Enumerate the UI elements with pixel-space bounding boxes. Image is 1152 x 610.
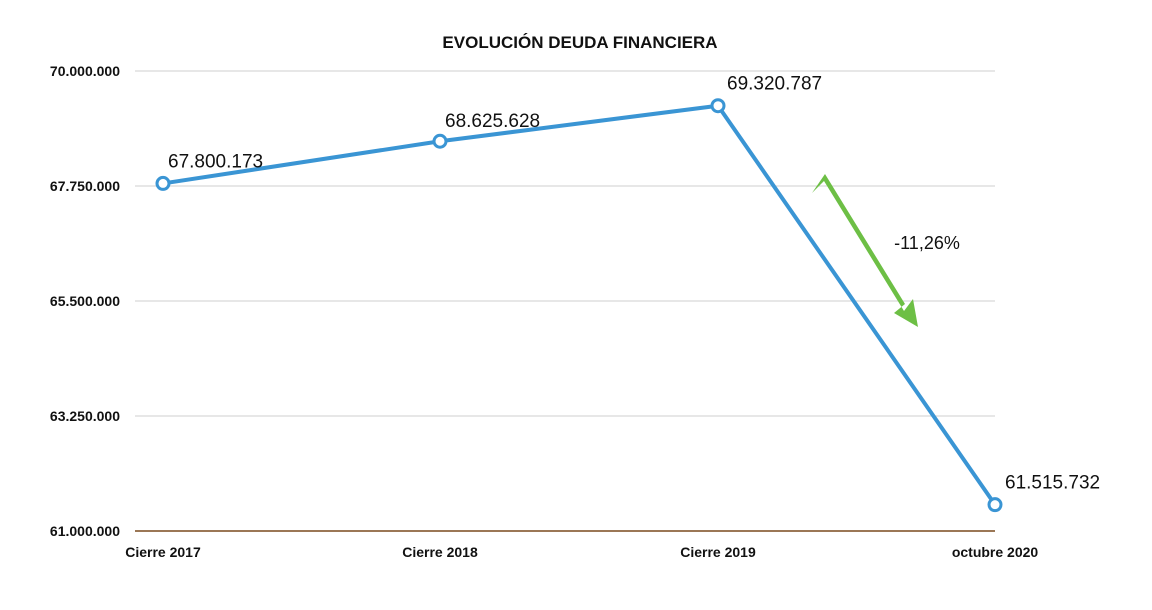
data-label: 69.320.787 [727, 74, 822, 95]
y-tick-label: 70.000.000 [50, 63, 120, 79]
x-axis-tick-labels: Cierre 2017 Cierre 2018 Cierre 2019 octubre… [125, 544, 1038, 560]
chart-title: EVOLUCIÓN DEUDA FINANCIERA [442, 33, 717, 52]
data-labels: 67.800.173 68.625.628 69.320.787 61.515.732 [168, 74, 1100, 494]
series-polyline [161, 103, 997, 507]
data-point-marker [432, 133, 448, 149]
data-point-marker [710, 98, 726, 114]
y-tick-label: 61.000.000 [50, 523, 120, 539]
y-tick-label: 63.250.000 [50, 408, 120, 424]
x-tick-label: Cierre 2018 [402, 544, 478, 560]
y-tick-label: 67.750.000 [50, 178, 120, 194]
series-line [155, 98, 1003, 513]
grid-lines [135, 70, 995, 532]
data-point-marker [987, 497, 1003, 513]
percent-change-annotation: -11,26% [894, 233, 960, 253]
y-axis-tick-labels: 61.000.000 63.250.000 65.500.000 67.750.000… [50, 63, 120, 539]
x-tick-label: Cierre 2019 [680, 544, 756, 560]
y-tick-label: 65.500.000 [50, 293, 120, 309]
annotation-group: -11,26% [812, 174, 960, 327]
data-point-marker [155, 175, 171, 191]
data-label: 67.800.173 [168, 151, 263, 172]
data-label: 68.625.628 [445, 111, 540, 132]
x-tick-label: Cierre 2017 [125, 544, 201, 560]
x-tick-label: octubre 2020 [952, 544, 1039, 560]
down-arrow-icon [812, 174, 918, 327]
data-label: 61.515.732 [1005, 473, 1100, 494]
